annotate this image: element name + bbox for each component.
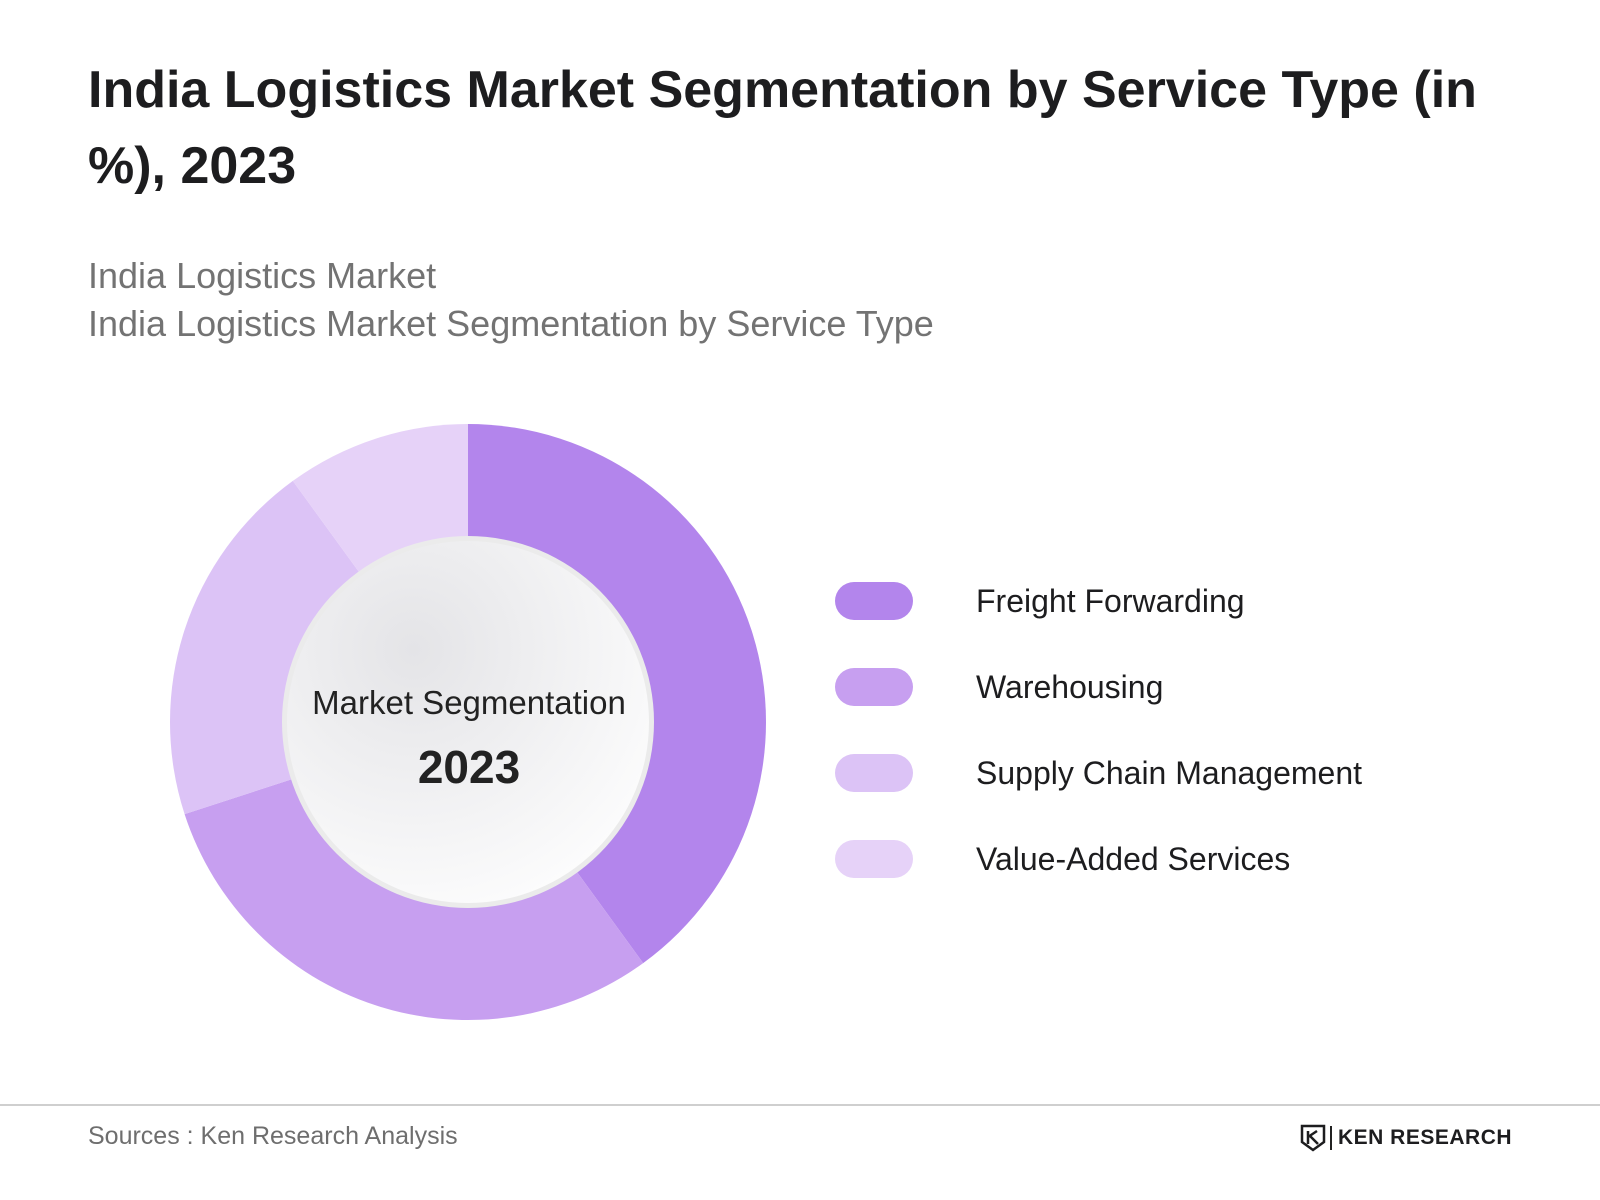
center-label: Market Segmentation <box>312 684 626 721</box>
legend-item-supply-chain-management: Supply Chain Management <box>835 730 1535 816</box>
donut-hole <box>287 541 649 903</box>
legend-label-supply-chain-management: Supply Chain Management <box>976 754 1363 791</box>
brand-separator <box>1330 1126 1332 1150</box>
legend-swatch-warehousing <box>835 668 913 706</box>
legend-item-freight-forwarding: Freight Forwarding <box>835 558 1535 644</box>
legend-label-value-added-services: Value-Added Services <box>976 840 1291 877</box>
legend-swatch-supply-chain-management <box>835 754 913 792</box>
subtitle-line-market: India Logistics Market <box>88 255 437 296</box>
legend-label-warehousing: Warehousing <box>976 668 1164 705</box>
legend-swatch-freight-forwarding <box>835 582 913 620</box>
chart-subtitle: India Logistics Market India Logistics M… <box>88 252 934 348</box>
brand-name: KEN RESEARCH <box>1338 1126 1513 1149</box>
legend-item-warehousing: Warehousing <box>835 644 1535 730</box>
chart-title: India Logistics Market Segmentation by S… <box>88 61 1477 195</box>
legend-label-freight-forwarding: Freight Forwarding <box>976 582 1245 619</box>
center-year: 2023 <box>417 741 521 793</box>
ken-research-logo-icon <box>1300 1124 1326 1152</box>
subtitle-line-segmentation: India Logistics Market Segmentation by S… <box>88 303 934 344</box>
footer-divider <box>0 1104 1600 1106</box>
chart-legend: Freight Forwarding Warehousing Supply Ch… <box>835 558 1535 902</box>
legend-item-value-added-services: Value-Added Services <box>835 816 1535 902</box>
legend-swatch-value-added-services <box>835 840 913 878</box>
source-note: Sources : Ken Research Analysis <box>88 1122 458 1150</box>
brand-logo: KEN RESEARCH <box>1300 1124 1512 1152</box>
